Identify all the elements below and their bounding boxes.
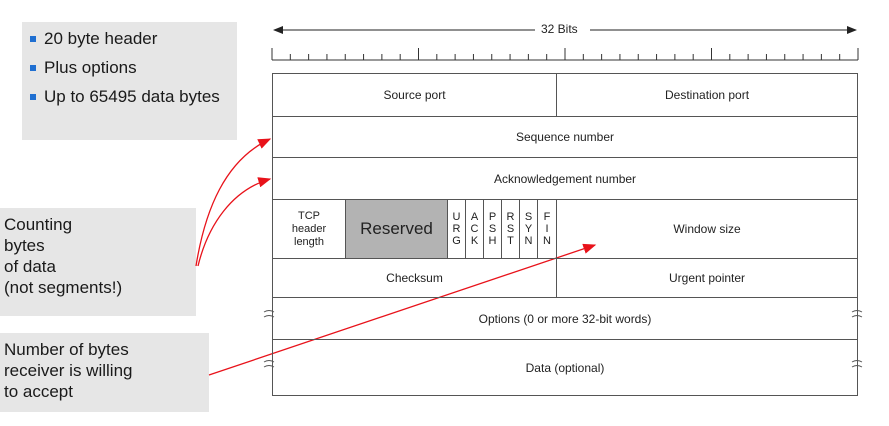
pointer-arrow [195,138,272,267]
ack-number-field: Acknowledgement number [272,157,858,200]
ruler-label: 32 Bits [535,22,584,36]
bullet-item: 20 byte header [22,28,237,50]
urgent-pointer-field: Urgent pointer [556,258,858,298]
options-field: Options (0 or more 32-bit words) [272,297,858,340]
tcp-header-diagram: Source port Destination port Sequence nu… [271,73,858,396]
window-size-note: Number of bytes receiver is willing to a… [0,333,209,412]
ruler-ticks [271,48,859,60]
window-size-field: Window size [556,199,858,259]
note-line: Number of bytes [4,340,129,359]
note-line: receiver is willing [4,361,133,380]
sequence-number-field: Sequence number [272,116,858,158]
reserved-field: Reserved [345,199,448,259]
note-line: (not segments!) [4,278,123,297]
bullet-item: Up to 65495 data bytes [22,86,237,108]
destination-port-field: Destination port [556,73,858,117]
pointer-arrow [197,177,272,267]
counting-bytes-note: Counting bytes of data (not segments!) [0,208,196,316]
note-line: Counting [4,215,73,234]
note-line: to accept [4,382,73,401]
bullet-callout: 20 byte header Plus options Up to 65495 … [22,22,237,140]
checksum-field: Checksum [271,258,558,298]
data-field: Data (optional) [272,339,858,396]
source-port-field: Source port [271,73,558,117]
bullet-item: Plus options [22,57,237,79]
tcp-header-length-field: TCP header length [272,199,346,259]
note-line: of data [4,257,56,276]
note-line: bytes [4,236,45,255]
